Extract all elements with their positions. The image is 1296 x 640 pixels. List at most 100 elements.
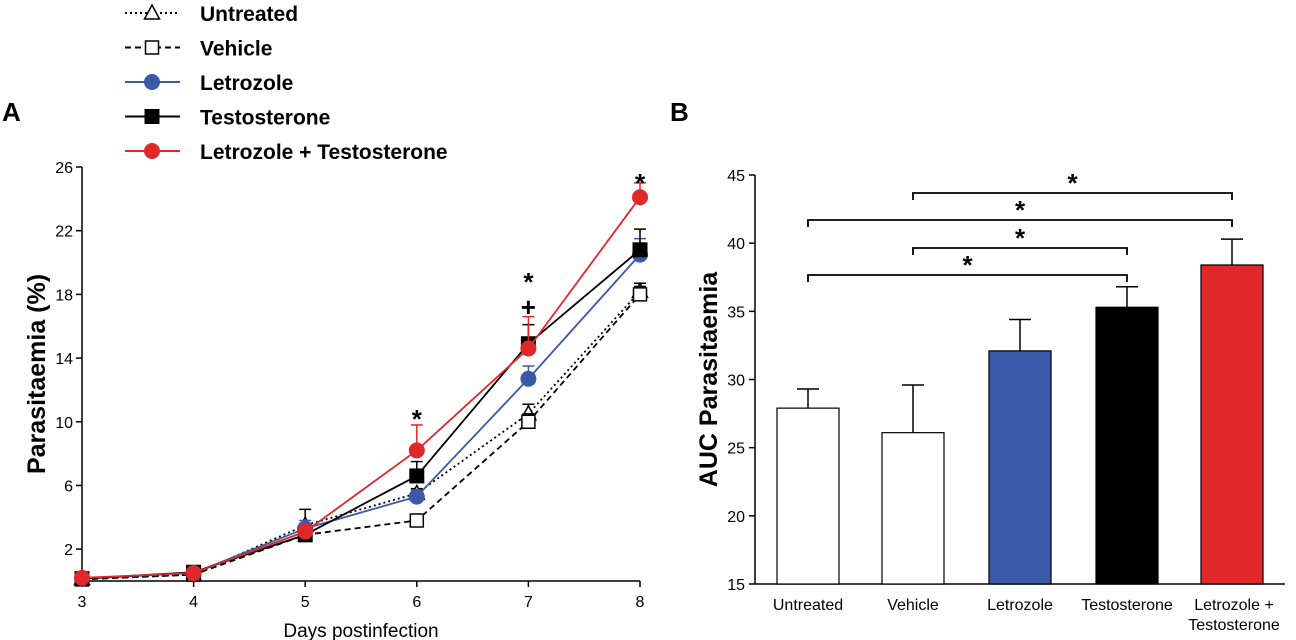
legend-label: Untreated bbox=[200, 3, 298, 26]
x-tick-label: 6 bbox=[412, 594, 421, 611]
series-line bbox=[81, 290, 641, 580]
significance-bracket: * bbox=[912, 223, 1128, 255]
data-point bbox=[74, 569, 90, 586]
data-point bbox=[409, 468, 425, 484]
bar bbox=[988, 350, 1052, 585]
bracket-line bbox=[912, 247, 1128, 255]
panel-b-significance: **** bbox=[807, 168, 1233, 282]
y-axis-title: Parasitaemia (%) bbox=[23, 274, 51, 474]
y-tick-label: 35 bbox=[727, 304, 745, 321]
series-line bbox=[81, 293, 641, 581]
significance-bracket: * bbox=[807, 250, 1128, 282]
legend-marker bbox=[144, 40, 160, 55]
series-letrozole-testosterone bbox=[74, 182, 648, 586]
data-point bbox=[408, 442, 425, 459]
y-tick-label: 6 bbox=[64, 478, 73, 495]
significance-marker: + bbox=[521, 292, 536, 322]
panel-a-line-chart: Untreated Vehicle Letrozole Testosterone Let… bbox=[23, 3, 649, 640]
significance-marker: * bbox=[523, 267, 534, 297]
data-point bbox=[297, 523, 314, 540]
y-tick-label: 22 bbox=[55, 224, 73, 241]
legend: Untreated Vehicle Letrozole Testosterone Let… bbox=[125, 3, 448, 164]
data-point bbox=[409, 513, 425, 528]
legend-item-vehicle: Vehicle bbox=[125, 38, 272, 61]
category-label: Vehicle bbox=[887, 597, 939, 614]
y-tick-label: 2 bbox=[64, 542, 73, 559]
y-tick-label: 18 bbox=[55, 287, 73, 304]
legend-item-testosterone: Testosterone bbox=[125, 107, 330, 130]
legend-item-letrozole: Letrozole bbox=[125, 72, 293, 95]
bracket-line bbox=[912, 192, 1233, 200]
panel-label-b: B bbox=[670, 97, 689, 127]
category-label: Letrozole bbox=[987, 597, 1053, 614]
legend-marker bbox=[143, 3, 161, 20]
bar-letrozole bbox=[988, 318, 1052, 585]
panel-b-bar-chart: 15 20 25 30 35 40 45 AUC Parasitaemia Untreated V… bbox=[695, 168, 1285, 634]
y-tick-label: 30 bbox=[727, 373, 745, 390]
bar-untreated bbox=[776, 388, 840, 585]
legend-label: Letrozole bbox=[200, 72, 293, 95]
bracket-line bbox=[807, 219, 1233, 227]
series-testosterone bbox=[74, 228, 648, 587]
data-point bbox=[520, 370, 537, 387]
y-tick-label: 15 bbox=[727, 577, 745, 594]
x-axis-title: Days postinfection bbox=[283, 621, 438, 640]
y-tick-label: 14 bbox=[55, 351, 73, 368]
panel-a-annotations: **+* bbox=[412, 168, 646, 434]
bar-vehicle bbox=[881, 384, 945, 585]
significance-star: * bbox=[1015, 195, 1026, 225]
data-point bbox=[521, 414, 536, 430]
y-axis-title: AUC Parasitaemia bbox=[695, 271, 723, 487]
significance-marker: * bbox=[412, 404, 423, 434]
category-label: Letrozole + bbox=[1194, 597, 1274, 614]
legend-marker bbox=[144, 143, 160, 159]
panel-a-series bbox=[73, 182, 649, 587]
y-tick-label: 45 bbox=[727, 168, 745, 185]
significance-star: * bbox=[1067, 168, 1078, 198]
bracket-line bbox=[807, 274, 1128, 282]
series-line bbox=[81, 249, 641, 580]
series-untreated bbox=[73, 281, 649, 586]
y-tick-label: 40 bbox=[727, 236, 745, 253]
significance-bracket: * bbox=[807, 195, 1233, 227]
series-vehicle bbox=[74, 285, 648, 587]
category-label: Testosterone bbox=[1188, 617, 1280, 634]
bar bbox=[881, 432, 945, 585]
x-tick-label: 4 bbox=[189, 594, 198, 611]
bar-letrozole-testosterone bbox=[1200, 238, 1264, 585]
significance-star: * bbox=[1015, 223, 1026, 253]
y-tick-label: 26 bbox=[55, 160, 73, 177]
legend-marker bbox=[144, 74, 160, 90]
data-point bbox=[632, 242, 648, 258]
y-tick-label: 25 bbox=[727, 441, 745, 458]
significance-bracket: * bbox=[912, 168, 1233, 200]
x-tick-label: 8 bbox=[636, 594, 645, 611]
x-tick-label: 3 bbox=[78, 594, 87, 611]
y-tick-label: 20 bbox=[727, 509, 745, 526]
data-point bbox=[632, 189, 648, 206]
legend-item-letrozole-testosterone: Letrozole + Testosterone bbox=[125, 141, 448, 164]
bar bbox=[1095, 306, 1159, 585]
data-point bbox=[632, 287, 648, 302]
legend-label: Testosterone bbox=[200, 107, 330, 130]
significance-star: * bbox=[962, 250, 973, 280]
data-point bbox=[408, 488, 425, 505]
series-letrozole bbox=[74, 237, 648, 587]
series-line bbox=[81, 253, 641, 580]
category-label: Untreated bbox=[773, 597, 843, 614]
x-tick-label: 7 bbox=[524, 594, 533, 611]
legend-label: Letrozole + Testosterone bbox=[200, 141, 448, 164]
panel-label-a: A bbox=[2, 97, 21, 127]
series-line bbox=[81, 196, 641, 579]
category-label: Testosterone bbox=[1081, 597, 1173, 614]
data-point bbox=[520, 340, 537, 357]
bar-testosterone bbox=[1095, 286, 1159, 585]
legend-item-untreated: Untreated bbox=[125, 3, 298, 26]
x-tick-label: 5 bbox=[301, 594, 310, 611]
panel-b-axes: 15 20 25 30 35 40 45 AUC Parasitaemia Untreated V… bbox=[695, 168, 1285, 634]
data-point bbox=[185, 565, 202, 582]
panel-b-bars bbox=[776, 238, 1264, 585]
legend-marker bbox=[144, 109, 160, 124]
y-tick-label: 10 bbox=[55, 415, 73, 432]
